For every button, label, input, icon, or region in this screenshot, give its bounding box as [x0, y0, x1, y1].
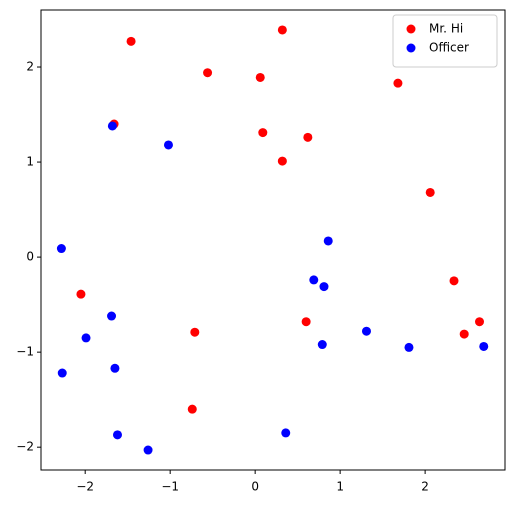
point	[393, 78, 403, 88]
y-tick-label: −1	[16, 345, 34, 359]
point	[449, 276, 459, 286]
point	[301, 317, 311, 327]
point	[277, 25, 287, 35]
point	[281, 428, 291, 438]
x-tick-label: 2	[421, 480, 429, 494]
point	[475, 317, 485, 327]
point	[258, 128, 268, 138]
point	[187, 404, 197, 414]
x-tick-label: −1	[161, 480, 179, 494]
point	[163, 140, 173, 150]
point	[107, 311, 117, 321]
x-tick-label: 1	[336, 480, 344, 494]
y-tick-label: 1	[26, 155, 34, 169]
plot-frame	[40, 9, 506, 471]
point	[76, 289, 86, 299]
point	[319, 282, 329, 292]
point	[425, 187, 435, 197]
point	[317, 340, 327, 350]
point	[56, 244, 66, 254]
legend-marker	[406, 43, 416, 53]
point	[277, 156, 287, 166]
point	[57, 368, 67, 378]
legend-label: Mr. Hi	[429, 22, 463, 36]
legend-label: Officer	[429, 41, 469, 55]
y-tick-label: 2	[26, 60, 34, 74]
point	[203, 68, 213, 78]
point	[81, 333, 91, 343]
point	[143, 445, 153, 455]
point	[112, 430, 122, 440]
point	[110, 363, 120, 373]
point	[190, 327, 200, 337]
point	[309, 275, 319, 285]
point	[126, 36, 136, 46]
legend-box	[392, 14, 498, 68]
point	[479, 341, 489, 351]
y-tick-label: 0	[26, 250, 34, 264]
x-tick-label: 0	[251, 480, 259, 494]
y-tick-label: −2	[16, 440, 34, 454]
point	[323, 236, 333, 246]
point	[404, 342, 414, 352]
point	[303, 132, 313, 142]
point	[255, 72, 265, 82]
point	[107, 121, 117, 131]
point	[459, 329, 469, 339]
legend-marker	[406, 24, 416, 34]
x-tick-label: −2	[76, 480, 94, 494]
point	[361, 326, 371, 336]
